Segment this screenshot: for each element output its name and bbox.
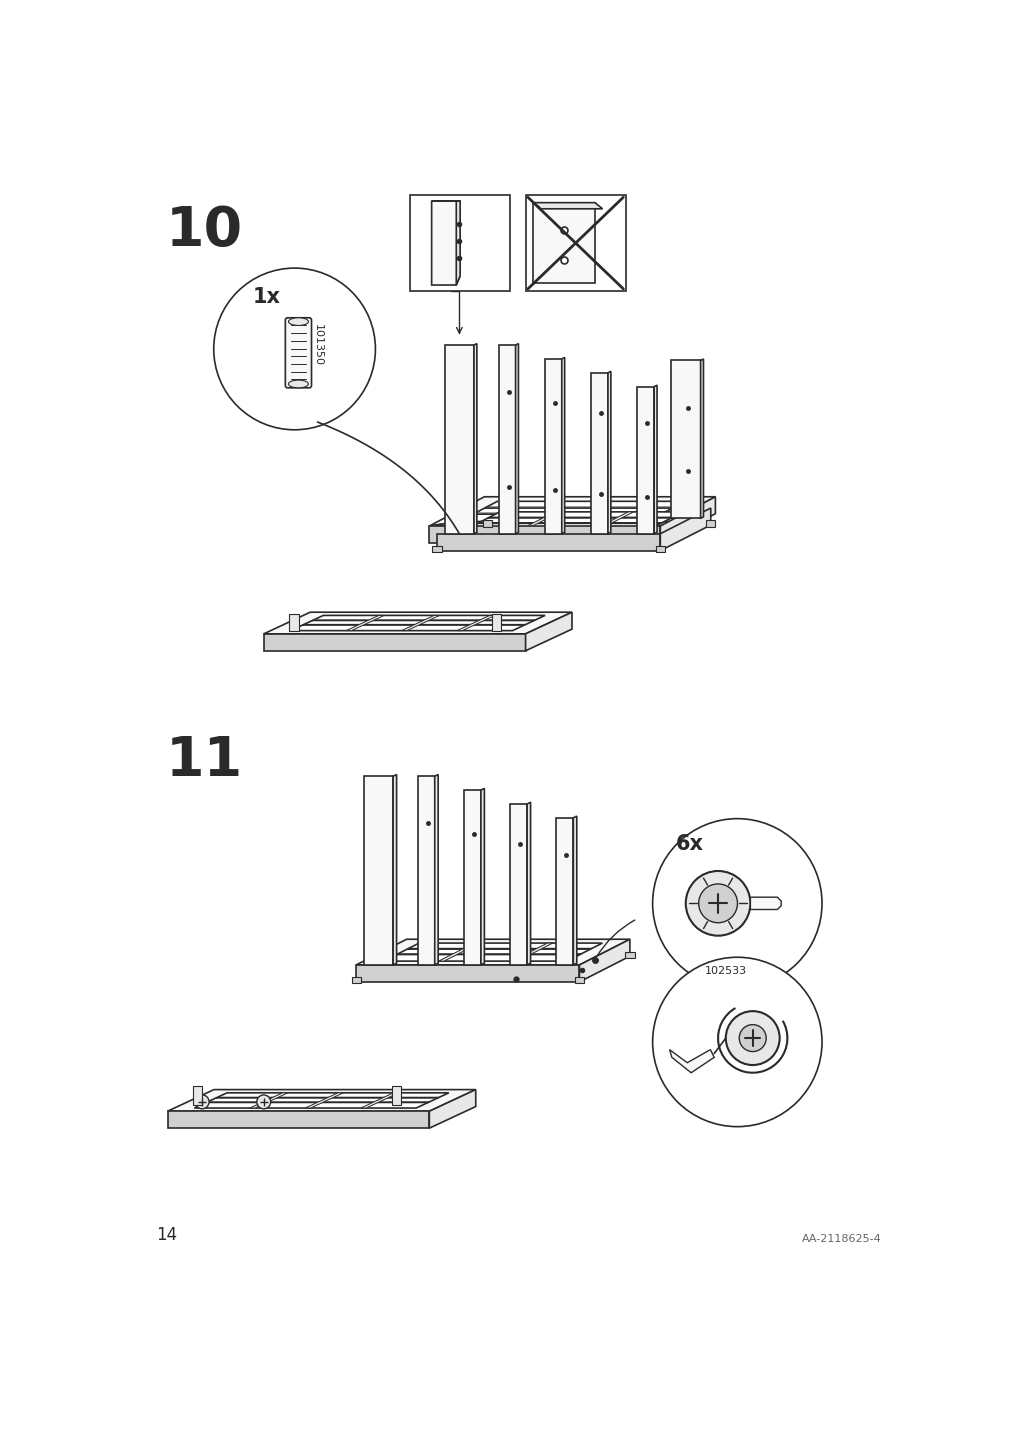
Polygon shape: [498, 345, 515, 534]
Polygon shape: [660, 508, 710, 551]
Polygon shape: [383, 944, 602, 961]
Polygon shape: [429, 497, 715, 526]
Polygon shape: [168, 1090, 475, 1111]
Polygon shape: [750, 898, 780, 909]
Circle shape: [698, 884, 737, 922]
Polygon shape: [435, 775, 438, 965]
Polygon shape: [590, 372, 608, 534]
Polygon shape: [579, 939, 629, 982]
Polygon shape: [660, 497, 715, 543]
Circle shape: [213, 268, 375, 430]
Ellipse shape: [288, 318, 308, 325]
Bar: [409, 195, 510, 291]
Polygon shape: [637, 387, 653, 534]
Polygon shape: [457, 616, 494, 630]
Polygon shape: [429, 526, 660, 543]
Polygon shape: [429, 521, 459, 526]
Polygon shape: [437, 534, 660, 551]
Circle shape: [738, 1025, 765, 1051]
Bar: [193, 1085, 202, 1106]
Bar: [351, 977, 361, 984]
Polygon shape: [670, 361, 700, 518]
Polygon shape: [264, 613, 571, 634]
Circle shape: [652, 957, 821, 1127]
Polygon shape: [544, 359, 561, 534]
Polygon shape: [456, 200, 460, 285]
Polygon shape: [290, 616, 545, 630]
Polygon shape: [401, 616, 439, 630]
Circle shape: [652, 819, 821, 988]
Polygon shape: [473, 344, 476, 534]
Polygon shape: [194, 1093, 449, 1108]
Polygon shape: [264, 634, 525, 650]
Polygon shape: [429, 1090, 475, 1128]
Bar: [625, 952, 634, 958]
Polygon shape: [464, 511, 682, 530]
Polygon shape: [653, 385, 656, 534]
Polygon shape: [360, 1093, 398, 1108]
Polygon shape: [525, 613, 571, 650]
Polygon shape: [527, 802, 530, 965]
Text: 11: 11: [166, 735, 243, 788]
Text: 101350: 101350: [312, 324, 323, 367]
Polygon shape: [533, 203, 594, 284]
Polygon shape: [418, 776, 435, 965]
Text: AA-2118625-4: AA-2118625-4: [801, 1234, 881, 1243]
Polygon shape: [437, 508, 710, 534]
Polygon shape: [429, 521, 668, 526]
Bar: [491, 614, 500, 632]
Polygon shape: [561, 358, 564, 534]
Polygon shape: [356, 965, 579, 982]
Polygon shape: [392, 775, 396, 965]
Polygon shape: [346, 616, 384, 630]
Polygon shape: [510, 803, 527, 965]
Polygon shape: [512, 944, 552, 961]
Circle shape: [257, 1095, 270, 1108]
Circle shape: [685, 871, 750, 935]
Polygon shape: [519, 511, 560, 530]
Bar: [655, 546, 664, 553]
Ellipse shape: [288, 379, 308, 388]
Circle shape: [195, 1095, 209, 1108]
Polygon shape: [250, 1093, 287, 1108]
Bar: [706, 520, 715, 527]
Text: 1x: 1x: [252, 286, 280, 306]
Bar: [432, 546, 441, 553]
Circle shape: [725, 1011, 778, 1065]
Polygon shape: [669, 1050, 714, 1073]
Polygon shape: [356, 939, 629, 965]
Polygon shape: [480, 789, 484, 965]
Polygon shape: [459, 501, 684, 521]
Polygon shape: [444, 345, 473, 534]
Text: 14: 14: [156, 1226, 177, 1243]
Polygon shape: [533, 203, 602, 209]
Polygon shape: [573, 816, 576, 965]
Polygon shape: [438, 944, 479, 961]
Bar: [525, 195, 625, 291]
Polygon shape: [463, 790, 480, 965]
Bar: [391, 1085, 400, 1106]
Text: 6x: 6x: [675, 833, 703, 853]
Polygon shape: [608, 371, 611, 534]
Polygon shape: [592, 511, 633, 530]
Polygon shape: [168, 1111, 429, 1128]
Polygon shape: [432, 200, 460, 285]
Polygon shape: [515, 344, 518, 534]
Bar: [574, 977, 583, 984]
Polygon shape: [700, 359, 703, 518]
Bar: [289, 614, 298, 632]
Text: 10: 10: [166, 205, 243, 258]
Polygon shape: [305, 1093, 343, 1108]
Bar: [482, 520, 491, 527]
Polygon shape: [364, 776, 392, 965]
Polygon shape: [556, 818, 573, 965]
FancyBboxPatch shape: [285, 318, 311, 388]
Text: 102533: 102533: [704, 967, 746, 977]
